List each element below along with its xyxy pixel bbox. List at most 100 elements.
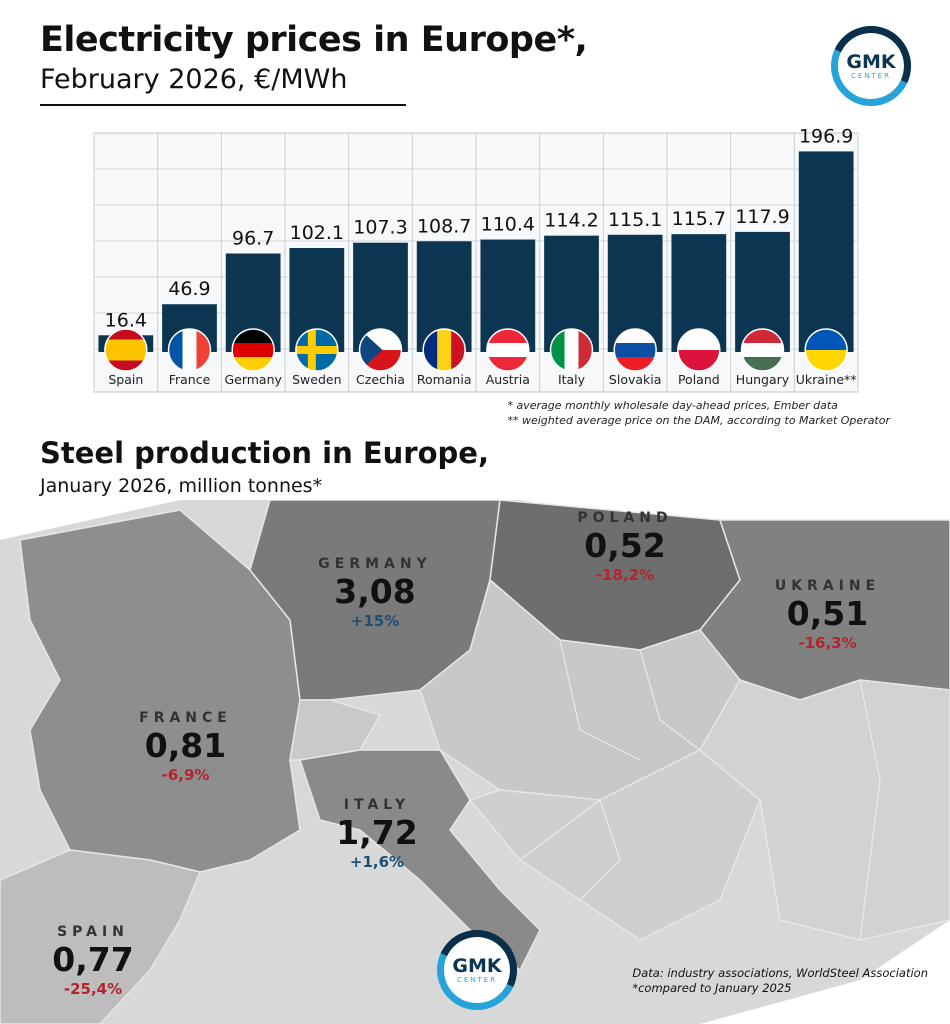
title-divider: [40, 104, 406, 106]
value-label: 114.2: [544, 210, 598, 232]
gmk-logo-top: GMK CENTER: [831, 26, 911, 106]
country-change: -6,9%: [161, 766, 210, 784]
flag-stripe: [104, 329, 147, 340]
flag-stripe: [182, 329, 197, 371]
flag-stripe: [741, 343, 784, 358]
value-label: 110.4: [481, 214, 535, 236]
steel-spain: SPAIN 0,77 -25,4%: [38, 924, 148, 998]
country-name: SPAIN: [57, 924, 129, 940]
category-label: Poland: [678, 372, 720, 387]
flag-ring: [613, 328, 657, 372]
flag-stripe: [677, 329, 720, 351]
steel-title: Steel production in Europe,: [40, 436, 489, 470]
flag-ring: [804, 328, 848, 372]
flag-ring: [104, 328, 148, 372]
note-average-prices: * average monthly wholesale day-ahead pr…: [507, 399, 838, 412]
steel-poland: POLAND 0,52 -18,2%: [555, 510, 695, 584]
flag-ring: [422, 328, 466, 372]
value-label: 107.3: [353, 217, 407, 239]
category-label: Spain: [108, 372, 143, 387]
value-label: 102.1: [290, 222, 344, 244]
flag-ring: [231, 328, 275, 372]
country-value: 0,51: [786, 594, 869, 633]
country-value: 0,52: [584, 526, 666, 565]
flag-ring: [167, 328, 212, 372]
country-value: 0,77: [52, 940, 134, 979]
logo-sub-text: CENTER: [456, 976, 498, 984]
map-italy: [299, 749, 541, 972]
country-name: FRANCE: [139, 710, 232, 726]
category-label: Germany: [224, 372, 282, 387]
value-label: 108.7: [417, 215, 471, 237]
flag-ring: [549, 328, 594, 372]
flag-stripe: [104, 339, 147, 351]
category-label: France: [169, 372, 211, 387]
country-change: +15%: [350, 612, 400, 630]
spain-flag: [104, 329, 147, 371]
chart-subtitle: February 2026, €/MWh: [40, 64, 348, 95]
flag-stripe: [805, 329, 848, 351]
country-name: ITALY: [343, 797, 411, 813]
flag-ring: [677, 328, 721, 372]
flag-ring: [486, 328, 530, 372]
country-name: UKRAINE: [774, 578, 881, 594]
category-label: Romania: [417, 372, 472, 387]
electricity-price-chart: 16.4 Spain 46.9 France 96.7 Germany 102.1 Swede…: [93, 125, 859, 393]
flag-triangle: [359, 329, 383, 371]
country-value: 1,72: [336, 813, 418, 852]
category-label: Hungary: [736, 372, 790, 387]
flag-cross-h: [295, 346, 338, 354]
note-dam-price: ** weighted average price on the DAM, ac…: [507, 414, 890, 427]
steel-france: FRANCE 0,81 -6,9%: [118, 710, 253, 784]
map-central-europe: [419, 578, 741, 801]
country-name: POLAND: [577, 510, 673, 526]
flag-stripe: [614, 343, 657, 358]
flag-stripe: [564, 329, 579, 371]
flag-cross-v: [307, 329, 316, 371]
value-label: 196.9: [799, 125, 853, 147]
comparison-note: *compared to January 2025: [632, 981, 792, 995]
flag-stripe: [232, 343, 275, 358]
flag-stripe: [437, 329, 452, 371]
flag-stripe: [104, 350, 147, 361]
map-borders: [519, 639, 881, 941]
country-change: -25,4%: [63, 980, 123, 998]
country-change: -18,2%: [595, 566, 655, 584]
country-value: 0,81: [144, 726, 227, 765]
gmk-logo-bottom: GMK CENTER: [437, 930, 517, 1010]
map-east: [699, 679, 950, 941]
flag-stripe: [805, 350, 848, 371]
category-label: Austria: [486, 372, 530, 387]
steel-germany: GERMANY 3,08 +15%: [300, 556, 450, 630]
chart-title: Electricity prices in Europe*,: [40, 20, 588, 60]
ukraine-flag: [805, 329, 848, 371]
czechia-flag: [359, 329, 402, 371]
grid: [93, 133, 859, 392]
flag-stripe: [104, 360, 147, 371]
category-label: Sweden: [292, 372, 341, 387]
country-value: 3,08: [334, 572, 416, 611]
flag-ring: [358, 328, 403, 372]
europe-map: [0, 500, 950, 1024]
value-label: 115.7: [672, 208, 726, 230]
category-label: Czechia: [356, 372, 405, 387]
logo-main-text: GMK: [846, 51, 896, 73]
flag-ring: [740, 328, 785, 372]
flag-ring: [295, 328, 339, 372]
category-label: Slovakia: [609, 372, 661, 387]
source-line: Data: industry associations, WorldSteel …: [632, 966, 928, 980]
category-label: Ukraine**: [796, 372, 857, 387]
value-label: 115.1: [608, 209, 662, 231]
country-change: +1,6%: [349, 853, 405, 871]
steel-italy: ITALY 1,72 +1,6%: [322, 797, 432, 871]
source-note: Data: industry associations, WorldSteel …: [632, 966, 928, 996]
value-label: 46.9: [168, 278, 210, 300]
flag-stripe: [486, 343, 529, 358]
steel-ukraine: UKRAINE 0,51 -16,3%: [755, 578, 900, 652]
sweden-flag: [295, 329, 338, 371]
logo-main-text: GMK: [452, 955, 502, 977]
country-change: -16,3%: [798, 634, 857, 652]
value-label: 96.7: [232, 228, 274, 250]
category-label: Italy: [558, 372, 586, 387]
value-label: 16.4: [105, 309, 147, 331]
